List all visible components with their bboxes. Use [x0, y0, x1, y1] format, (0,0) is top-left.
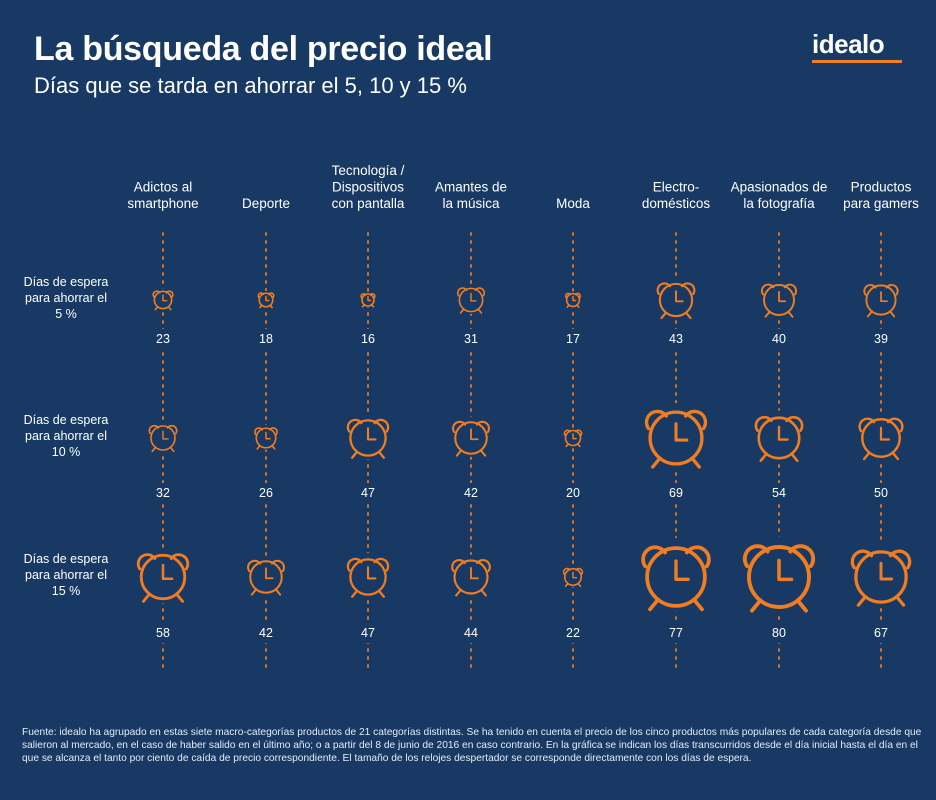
label-gap — [561, 329, 585, 349]
alarm-clock-icon — [742, 544, 816, 613]
label-gap — [869, 329, 893, 349]
data-label: 69 — [669, 486, 683, 500]
alarm-clock-icon — [564, 292, 582, 308]
alarm-clock-chart: Adictos al smartphone Deporte Tecnología / D… — [24, 163, 919, 669]
data-label: 26 — [259, 486, 273, 500]
label-gap — [151, 623, 175, 643]
label-gap — [767, 483, 791, 503]
category-label: Deporte — [242, 196, 290, 211]
label-gap — [356, 623, 380, 643]
category-label: Electro-domésticos — [642, 180, 711, 212]
alarm-clock-icon — [644, 409, 708, 469]
alarm-clock-icon — [254, 427, 278, 450]
data-label: 77 — [669, 626, 683, 640]
alarm-clock-icon — [754, 415, 804, 462]
page-title: La búsqueda del precio ideal — [34, 30, 493, 68]
data-label: 39 — [874, 332, 888, 346]
data-label: 67 — [874, 626, 888, 640]
series-label: Días de espera para ahorrar el 15 % — [24, 552, 109, 598]
label-gap — [151, 483, 175, 503]
alarm-clock-icon — [563, 429, 583, 448]
data-label: 22 — [566, 626, 580, 640]
data-label: 17 — [566, 332, 580, 346]
category-label: Apasionados de la fotografía — [731, 180, 828, 212]
label-gap — [561, 623, 585, 643]
data-label: 42 — [464, 486, 478, 500]
alarm-clock-icon — [148, 424, 178, 453]
label-gap — [664, 623, 688, 643]
data-label: 47 — [361, 626, 375, 640]
data-label: 32 — [156, 486, 170, 500]
source-footnote: Fuente: idealo ha agrupado en estas siet… — [22, 727, 922, 764]
page-subtitle: Días que se tarda en ahorrar el 5, 10 y … — [34, 73, 467, 98]
label-gap — [254, 623, 278, 643]
data-label: 23 — [156, 332, 170, 346]
label-gap — [767, 329, 791, 349]
alarm-clock-icon — [760, 283, 798, 318]
alarm-clock-icon — [451, 558, 491, 597]
data-label: 20 — [566, 486, 580, 500]
data-label: 80 — [772, 626, 786, 640]
alarm-clock-icon — [456, 287, 486, 314]
label-gap — [356, 329, 380, 349]
label-gap — [254, 483, 278, 503]
label-gap — [459, 623, 483, 643]
data-label: 40 — [772, 332, 786, 346]
data-label: 18 — [259, 332, 273, 346]
category-label: Adictos al smartphone — [127, 180, 198, 212]
alarm-clock-icon — [346, 557, 390, 598]
label-gap — [254, 329, 278, 349]
data-label: 31 — [464, 332, 478, 346]
label-gap — [664, 329, 688, 349]
label-gap — [869, 623, 893, 643]
logo-text: idealo — [812, 29, 885, 59]
alarm-clock-icon — [863, 284, 899, 318]
category-label: Moda — [556, 196, 590, 211]
idealo-logo: idealo — [812, 31, 902, 63]
data-label: 47 — [361, 486, 375, 500]
alarm-clock-icon — [136, 553, 190, 603]
data-label: 42 — [259, 626, 273, 640]
data-label: 54 — [772, 486, 786, 500]
alarm-clock-icon — [562, 567, 584, 588]
series-label: Días de espera para ahorrar el 10 % — [24, 413, 109, 459]
label-gap — [459, 483, 483, 503]
label-gap — [767, 623, 791, 643]
alarm-clock-icon — [641, 545, 711, 612]
data-label: 50 — [874, 486, 888, 500]
label-gap — [151, 329, 175, 349]
label-gap — [356, 483, 380, 503]
alarm-clock-icon — [858, 417, 904, 461]
logo-underline — [812, 60, 902, 63]
alarm-clock-icon — [247, 559, 285, 596]
category-label: Amantes de la música — [435, 180, 507, 212]
series-label: Días de espera para ahorrar el 5 % — [24, 275, 109, 321]
label-gap — [869, 483, 893, 503]
alarm-clock-icon — [850, 549, 912, 607]
alarm-clock-icon — [152, 290, 174, 311]
data-label: 43 — [669, 332, 683, 346]
alarm-clock-icon — [452, 420, 490, 457]
alarm-clock-icon — [360, 293, 376, 308]
category-label: Productos para gamers — [843, 180, 919, 212]
data-label: 44 — [464, 626, 478, 640]
alarm-clock-icon — [257, 292, 275, 309]
label-gap — [664, 483, 688, 503]
label-gap — [459, 329, 483, 349]
category-label: Tecnología / Dispositivos con pantalla — [332, 163, 405, 211]
data-label: 16 — [361, 332, 375, 346]
data-label: 58 — [156, 626, 170, 640]
alarm-clock-icon — [656, 282, 696, 320]
label-gap — [561, 483, 585, 503]
alarm-clock-icon — [346, 418, 390, 459]
